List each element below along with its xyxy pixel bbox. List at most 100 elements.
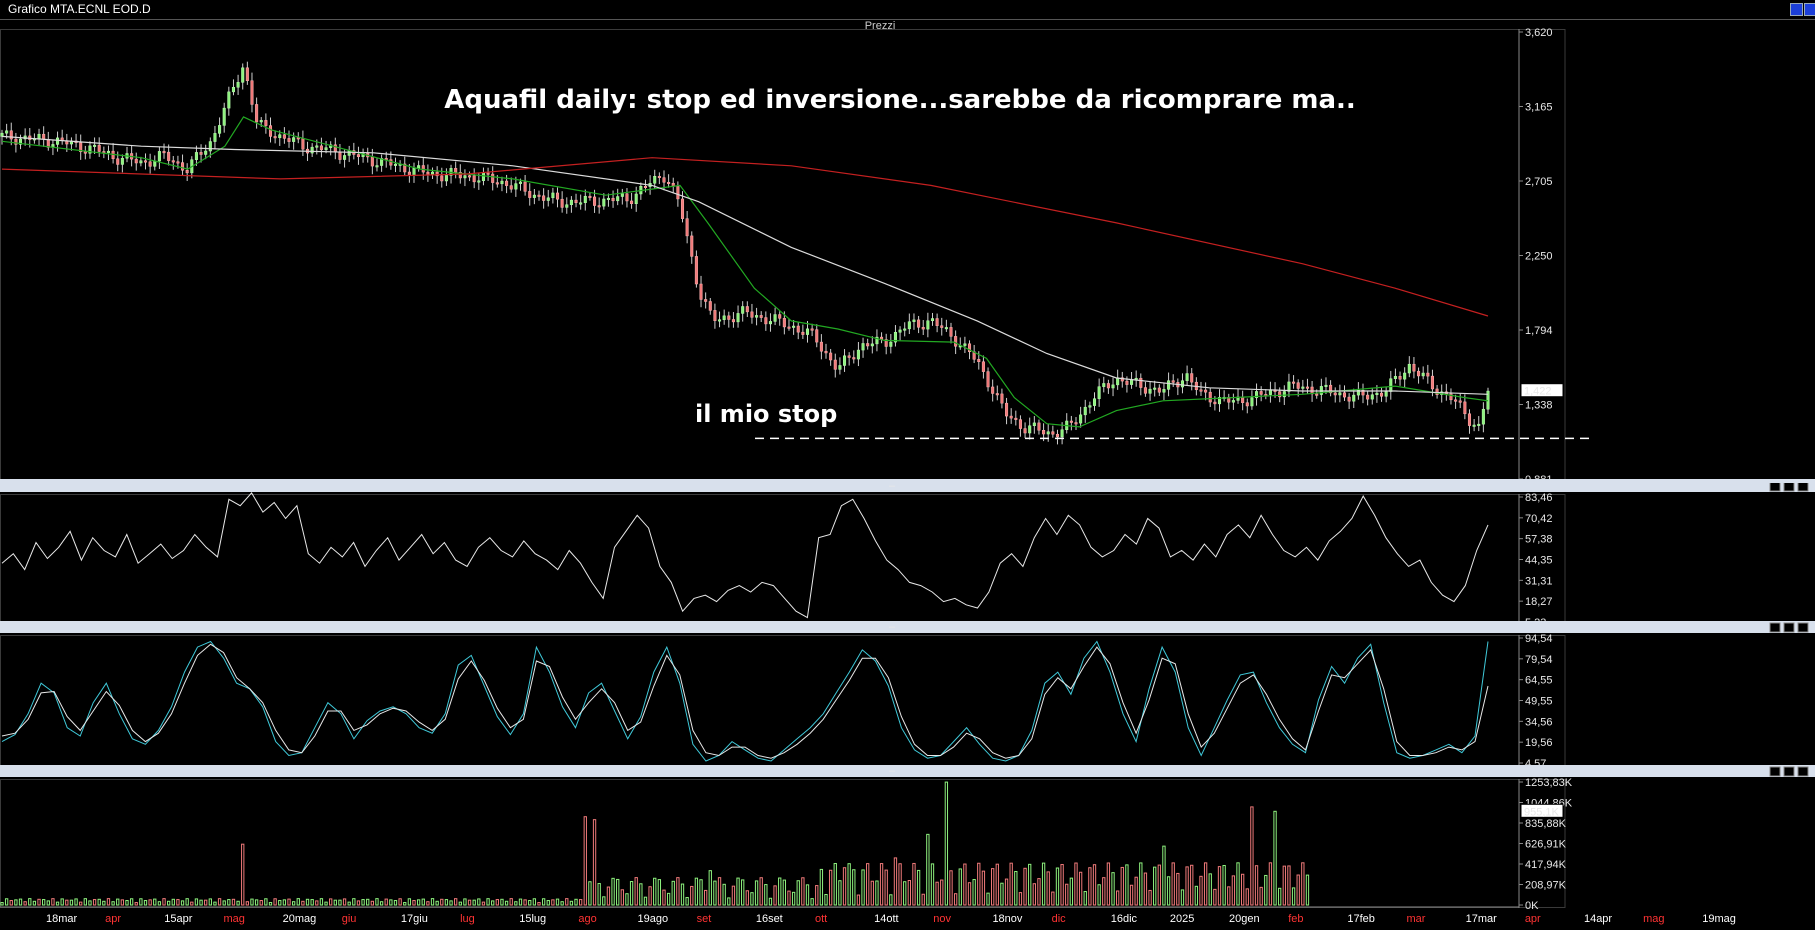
candle-body	[741, 306, 745, 314]
candle-body	[477, 180, 481, 183]
candle-body	[995, 393, 999, 396]
price-candle	[1134, 370, 1138, 387]
volume-bar	[440, 898, 444, 906]
pane-minimize-icon[interactable]	[1769, 481, 1781, 492]
volume-bar	[764, 884, 768, 906]
minimize-icon[interactable]	[1790, 3, 1803, 16]
price-candle	[93, 137, 97, 155]
pane-divider-mark: –	[889, 621, 896, 633]
pane-close-icon[interactable]	[1797, 622, 1809, 633]
candle-body	[287, 138, 291, 142]
candle-body	[634, 193, 638, 204]
candle-body	[1014, 417, 1018, 420]
candle-body	[1162, 389, 1166, 393]
price-candle	[398, 160, 402, 172]
candle-body	[167, 151, 171, 161]
volume-bar	[1166, 876, 1171, 906]
candle-body	[1190, 373, 1194, 383]
price-candle	[250, 72, 254, 113]
candle-body	[1083, 406, 1087, 416]
last-volume-box	[1520, 803, 1564, 818]
price-candle	[1292, 375, 1296, 389]
price-candle	[1250, 390, 1254, 410]
price-candle	[1412, 357, 1416, 379]
pane-restore-icon[interactable]	[1783, 622, 1795, 633]
candle-body	[1329, 384, 1333, 394]
candle-body	[801, 331, 805, 335]
volume-bar	[893, 857, 898, 906]
pane-close-icon[interactable]	[1797, 481, 1809, 492]
candle-body	[1384, 391, 1388, 397]
price-candle	[431, 167, 435, 180]
candle-body	[56, 137, 60, 145]
price-candle	[301, 130, 305, 156]
volume-bar	[884, 869, 888, 906]
volume-bar	[565, 898, 569, 906]
candle-body	[468, 175, 472, 178]
volume-bar	[815, 885, 819, 906]
volume-bar	[222, 900, 226, 906]
candle-body	[884, 339, 888, 347]
price-candle	[1217, 389, 1222, 412]
price-candle	[699, 275, 703, 308]
volume-bar	[1180, 889, 1185, 906]
candle-body	[338, 151, 342, 160]
price-candle	[981, 355, 985, 379]
volume-bar	[916, 869, 921, 906]
candle-body	[921, 327, 925, 330]
volume-bar	[856, 894, 861, 906]
price-candle	[282, 127, 286, 144]
candle-body	[949, 327, 953, 337]
volume-bar	[403, 902, 407, 906]
volume-bar	[375, 898, 379, 906]
pane-restore-icon[interactable]	[1783, 766, 1795, 777]
maximize-icon[interactable]	[1804, 3, 1815, 16]
volume-bar	[1287, 865, 1291, 906]
candle-body	[481, 172, 485, 181]
volume-bar	[810, 898, 814, 906]
volume-bar	[736, 877, 740, 906]
price-candle	[1227, 393, 1231, 410]
price-candle	[79, 134, 83, 160]
volume-bar	[995, 863, 999, 906]
volume-bar	[930, 863, 935, 906]
candle-body	[162, 151, 166, 154]
pane-minimize-icon[interactable]	[1769, 622, 1781, 633]
pane-restore-icon[interactable]	[1783, 481, 1795, 492]
pane-close-icon[interactable]	[1797, 766, 1809, 777]
volume-bar	[606, 886, 611, 906]
candle-body	[1458, 400, 1462, 403]
x-axis-month-label: ott	[815, 913, 827, 925]
price-candle	[1264, 389, 1268, 400]
price-candle	[83, 145, 87, 160]
candle-body	[1130, 379, 1134, 385]
price-candle	[773, 307, 777, 326]
price-candle	[745, 301, 749, 318]
candle-body	[597, 205, 601, 208]
x-axis-month-label: 15apr	[164, 913, 192, 925]
price-candle	[375, 158, 379, 172]
price-candle	[310, 143, 314, 157]
candle-body	[523, 181, 527, 192]
candle-body	[1250, 397, 1254, 407]
volume-bar	[648, 886, 652, 906]
price-candle	[74, 133, 78, 148]
price-candle	[1014, 410, 1018, 426]
x-axis-month-label: 14apr	[1584, 913, 1612, 925]
candle-body	[1102, 383, 1106, 387]
pane-minimize-icon[interactable]	[1769, 766, 1781, 777]
price-candle	[426, 164, 430, 182]
candle-body	[157, 151, 161, 162]
price-candle	[1208, 387, 1212, 408]
volume-bar	[1213, 888, 1217, 906]
price-candle	[97, 137, 101, 157]
price-pane-tick-label: 3,620	[1525, 27, 1553, 39]
last-price-box	[1520, 383, 1564, 398]
volume-bar	[421, 898, 425, 906]
volume-bar	[153, 898, 157, 906]
volume-bar	[1060, 864, 1064, 906]
price-candle	[23, 128, 27, 146]
candle-body	[120, 157, 124, 165]
price-candle	[472, 168, 476, 189]
